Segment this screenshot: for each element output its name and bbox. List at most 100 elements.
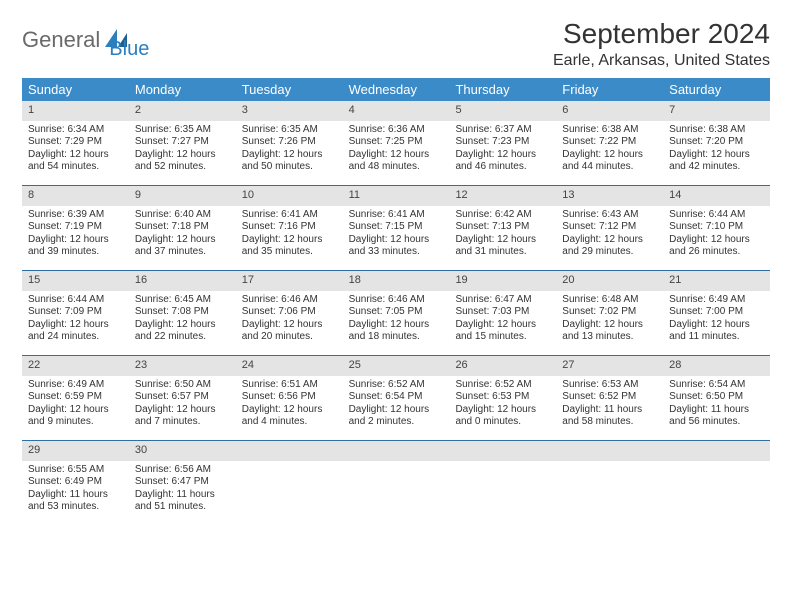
sunset-text: Sunset: 7:16 PM: [242, 221, 337, 234]
daylight-line-1: Daylight: 12 hours: [135, 319, 230, 332]
day-body: Sunrise: 6:41 AMSunset: 7:16 PMDaylight:…: [236, 209, 343, 259]
day-header: Thursday: [449, 78, 556, 101]
daylight-line-1: Daylight: 12 hours: [669, 149, 764, 162]
logo-word-1: General: [22, 27, 100, 53]
page-title: September 2024: [553, 18, 770, 50]
daylight-line-1: Daylight: 12 hours: [28, 149, 123, 162]
daylight-line-2: and 44 minutes.: [562, 161, 657, 174]
day-number: 10: [236, 186, 343, 206]
day-cell: 30Sunrise: 6:56 AMSunset: 6:47 PMDayligh…: [129, 441, 236, 525]
day-number: 7: [663, 101, 770, 121]
day-number: 19: [449, 271, 556, 291]
daylight-line-2: and 9 minutes.: [28, 416, 123, 429]
day-number: 28: [663, 356, 770, 376]
day-body: Sunrise: 6:41 AMSunset: 7:15 PMDaylight:…: [343, 209, 450, 259]
day-body: Sunrise: 6:34 AMSunset: 7:29 PMDaylight:…: [22, 124, 129, 174]
day-number: 4: [343, 101, 450, 121]
sunrise-text: Sunrise: 6:54 AM: [669, 379, 764, 392]
daylight-line-1: Daylight: 12 hours: [562, 149, 657, 162]
sunrise-text: Sunrise: 6:34 AM: [28, 124, 123, 137]
day-number: 20: [556, 271, 663, 291]
daylight-line-1: Daylight: 12 hours: [349, 234, 444, 247]
sunset-text: Sunset: 7:03 PM: [455, 306, 550, 319]
daylight-line-2: and 24 minutes.: [28, 331, 123, 344]
empty-day-bar: [449, 441, 556, 461]
day-cell: 21Sunrise: 6:49 AMSunset: 7:00 PMDayligh…: [663, 271, 770, 355]
day-cell: 1Sunrise: 6:34 AMSunset: 7:29 PMDaylight…: [22, 101, 129, 185]
sunrise-text: Sunrise: 6:41 AM: [349, 209, 444, 222]
daylight-line-2: and 18 minutes.: [349, 331, 444, 344]
page-subtitle: Earle, Arkansas, United States: [553, 52, 770, 70]
daylight-line-2: and 58 minutes.: [562, 416, 657, 429]
sunset-text: Sunset: 6:47 PM: [135, 476, 230, 489]
day-number: 18: [343, 271, 450, 291]
day-number: 26: [449, 356, 556, 376]
day-number: 5: [449, 101, 556, 121]
day-body: Sunrise: 6:38 AMSunset: 7:20 PMDaylight:…: [663, 124, 770, 174]
day-header: Monday: [129, 78, 236, 101]
sunset-text: Sunset: 6:59 PM: [28, 391, 123, 404]
day-header: Saturday: [663, 78, 770, 101]
day-number: 30: [129, 441, 236, 461]
day-cell: 11Sunrise: 6:41 AMSunset: 7:15 PMDayligh…: [343, 186, 450, 270]
day-number: 17: [236, 271, 343, 291]
day-body: Sunrise: 6:48 AMSunset: 7:02 PMDaylight:…: [556, 294, 663, 344]
daylight-line-2: and 39 minutes.: [28, 246, 123, 259]
day-body: Sunrise: 6:35 AMSunset: 7:27 PMDaylight:…: [129, 124, 236, 174]
day-number: 25: [343, 356, 450, 376]
day-cell: 13 Sunrise: 6:43 AMSunset: 7:12 PMDayligh…: [556, 186, 663, 270]
day-body: Sunrise: 6:42 AMSunset: 7:13 PMDaylight:…: [449, 209, 556, 259]
daylight-line-1: Daylight: 12 hours: [28, 319, 123, 332]
sunset-text: Sunset: 7:29 PM: [28, 136, 123, 149]
sunrise-text: Sunrise: 6:40 AM: [135, 209, 230, 222]
daylight-line-2: and 26 minutes.: [669, 246, 764, 259]
sunrise-text: Sunrise: 6:37 AM: [455, 124, 550, 137]
sunrise-text: Sunrise: 6:41 AM: [242, 209, 337, 222]
day-header: Friday: [556, 78, 663, 101]
sunrise-text: Sunrise: 6:46 AM: [242, 294, 337, 307]
day-header: Wednesday: [343, 78, 450, 101]
day-number: 9: [129, 186, 236, 206]
day-header-row: SundayMondayTuesdayWednesdayThursdayFrid…: [22, 78, 770, 101]
day-cell: 19Sunrise: 6:47 AMSunset: 7:03 PMDayligh…: [449, 271, 556, 355]
day-cell: [556, 441, 663, 525]
day-cell: 3Sunrise: 6:35 AMSunset: 7:26 PMDaylight…: [236, 101, 343, 185]
day-cell: 8Sunrise: 6:39 AMSunset: 7:19 PMDaylight…: [22, 186, 129, 270]
sunrise-text: Sunrise: 6:44 AM: [28, 294, 123, 307]
sunrise-text: Sunrise: 6:38 AM: [669, 124, 764, 137]
day-number: 15: [22, 271, 129, 291]
daylight-line-1: Daylight: 12 hours: [562, 319, 657, 332]
sunrise-text: Sunrise: 6:44 AM: [669, 209, 764, 222]
day-body: Sunrise: 6:52 AMSunset: 6:54 PMDaylight:…: [343, 379, 450, 429]
daylight-line-2: and 13 minutes.: [562, 331, 657, 344]
sunset-text: Sunset: 7:27 PM: [135, 136, 230, 149]
day-body: Sunrise: 6:38 AMSunset: 7:22 PMDaylight:…: [556, 124, 663, 174]
day-cell: 5Sunrise: 6:37 AMSunset: 7:23 PMDaylight…: [449, 101, 556, 185]
daylight-line-2: and 22 minutes.: [135, 331, 230, 344]
day-number: 13: [556, 186, 663, 206]
day-body: Sunrise: 6:43 AMSunset: 7:12 PMDaylight:…: [556, 209, 663, 259]
daylight-line-2: and 37 minutes.: [135, 246, 230, 259]
daylight-line-1: Daylight: 12 hours: [669, 234, 764, 247]
sunrise-text: Sunrise: 6:38 AM: [562, 124, 657, 137]
sunset-text: Sunset: 7:15 PM: [349, 221, 444, 234]
day-header: Tuesday: [236, 78, 343, 101]
sunset-text: Sunset: 7:20 PM: [669, 136, 764, 149]
weeks-container: 1Sunrise: 6:34 AMSunset: 7:29 PMDaylight…: [22, 101, 770, 525]
sunrise-text: Sunrise: 6:42 AM: [455, 209, 550, 222]
sunrise-text: Sunrise: 6:39 AM: [28, 209, 123, 222]
day-cell: 4Sunrise: 6:36 AMSunset: 7:25 PMDaylight…: [343, 101, 450, 185]
week-row: 15Sunrise: 6:44 AMSunset: 7:09 PMDayligh…: [22, 271, 770, 356]
daylight-line-1: Daylight: 12 hours: [349, 319, 444, 332]
empty-day-bar: [556, 441, 663, 461]
day-body: Sunrise: 6:50 AMSunset: 6:57 PMDaylight:…: [129, 379, 236, 429]
daylight-line-2: and 0 minutes.: [455, 416, 550, 429]
day-number: 16: [129, 271, 236, 291]
daylight-line-1: Daylight: 12 hours: [242, 319, 337, 332]
day-body: Sunrise: 6:39 AMSunset: 7:19 PMDaylight:…: [22, 209, 129, 259]
week-row: 8Sunrise: 6:39 AMSunset: 7:19 PMDaylight…: [22, 186, 770, 271]
day-cell: [663, 441, 770, 525]
day-number: 24: [236, 356, 343, 376]
day-cell: 15Sunrise: 6:44 AMSunset: 7:09 PMDayligh…: [22, 271, 129, 355]
day-cell: 16Sunrise: 6:45 AMSunset: 7:08 PMDayligh…: [129, 271, 236, 355]
